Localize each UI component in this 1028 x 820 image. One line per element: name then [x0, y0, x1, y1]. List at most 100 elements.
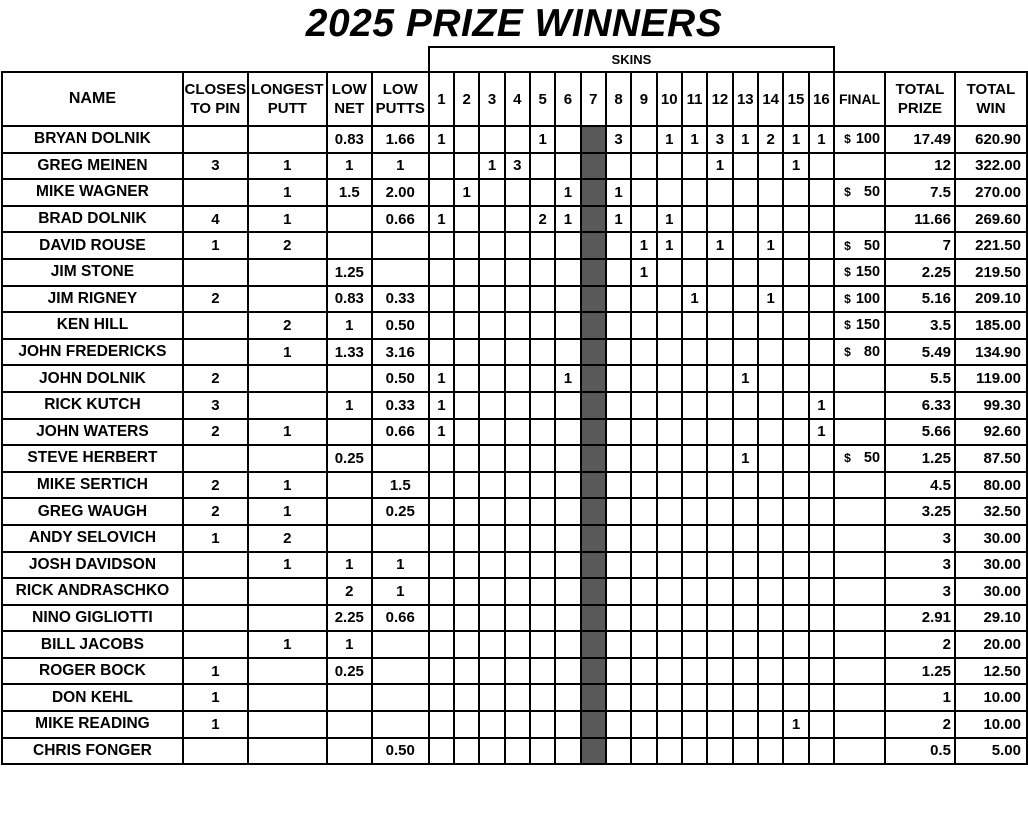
low-net-cell: 0.83	[325, 125, 373, 154]
closes-to-pin-cell: 1	[181, 231, 249, 260]
low-net-cell	[325, 683, 373, 713]
total-win-cell: 269.60	[953, 204, 1028, 234]
skin-10-cell	[655, 736, 683, 766]
final-cell: $50	[833, 178, 887, 207]
skin-16-cell	[807, 523, 836, 553]
skin-13-cell	[731, 151, 759, 181]
skin-7-cell	[579, 710, 607, 739]
longest-putt-cell: 2	[246, 523, 328, 553]
skin-14-cell	[756, 257, 785, 287]
skin-10-cell	[655, 497, 683, 526]
skin-1-cell	[427, 178, 456, 207]
skins-column-header-2: 2	[453, 71, 481, 127]
skin-10-cell	[655, 603, 683, 633]
skin-3-cell	[478, 444, 506, 473]
player-name-cell: MIKE WAGNER	[1, 178, 184, 207]
skin-8-cell	[604, 390, 633, 420]
skin-6-cell	[554, 444, 582, 473]
skin-13-cell	[731, 550, 759, 580]
skin-15-cell	[782, 470, 810, 500]
total-win-cell: 80.00	[953, 470, 1028, 500]
skin-15-cell: 1	[782, 125, 810, 154]
skin-8-cell	[604, 417, 633, 447]
low-net-cell: 1	[325, 550, 373, 580]
low-putts-cell	[370, 683, 430, 713]
skin-7-cell	[579, 125, 607, 154]
skin-11-cell	[680, 523, 709, 553]
skin-16-cell	[807, 204, 836, 234]
skins-column-header-1: 1	[427, 71, 456, 127]
skin-5-cell	[528, 231, 557, 260]
final-value: 50	[863, 184, 881, 201]
skin-9-cell	[630, 204, 658, 234]
skin-12-cell	[706, 603, 734, 633]
total-prize-cell: 3	[884, 577, 956, 606]
skin-5-cell	[528, 603, 557, 633]
skin-4-cell	[503, 630, 532, 659]
skin-2-cell	[453, 257, 481, 287]
longest-putt-cell: 1	[246, 178, 328, 207]
skin-7-cell	[579, 284, 607, 314]
skin-3-cell	[478, 470, 506, 500]
total-win-cell: 221.50	[953, 231, 1028, 260]
skin-16-cell	[807, 178, 836, 207]
player-name-cell: MIKE SERTICH	[1, 470, 184, 500]
low-net-cell	[325, 470, 373, 500]
skin-1-cell	[427, 444, 456, 473]
skin-7-cell	[579, 470, 607, 500]
skin-3-cell	[478, 125, 506, 154]
skin-13-cell: 1	[731, 125, 759, 154]
skin-3-cell	[478, 656, 506, 686]
skin-12-cell	[706, 204, 734, 234]
final-value: 50	[863, 237, 881, 254]
total-prize-cell: 0.5	[884, 736, 956, 766]
skin-8-cell	[604, 364, 633, 393]
page-title: 2025 PRIZE WINNERS	[305, 2, 723, 45]
skin-15-cell	[782, 683, 810, 713]
skin-6-cell	[554, 497, 582, 526]
skin-13-cell	[731, 417, 759, 447]
closes-to-pin-cell: 2	[181, 364, 249, 393]
skin-10-cell: 1	[655, 125, 683, 154]
skin-3-cell	[478, 630, 506, 659]
skin-3-cell	[478, 390, 506, 420]
skin-16-cell: 1	[807, 417, 836, 447]
skin-2-cell	[453, 311, 481, 340]
skin-6-cell	[554, 736, 582, 766]
player-name-cell: JIM STONE	[1, 257, 184, 287]
skin-9-cell: 1	[630, 257, 658, 287]
skin-15-cell	[782, 311, 810, 340]
longest-putt-cell	[246, 390, 328, 420]
skin-10-cell	[655, 523, 683, 553]
closes-to-pin-cell	[181, 577, 249, 606]
table-row: MIKE READING 1 1 2 10.00	[1, 710, 1028, 739]
skin-15-cell	[782, 630, 810, 659]
skin-7-cell	[579, 497, 607, 526]
player-name-cell: JOHN WATERS	[1, 417, 184, 447]
skin-1-cell	[427, 311, 456, 340]
skin-4-cell	[503, 178, 532, 207]
skin-12-cell	[706, 470, 734, 500]
skin-4-cell	[503, 125, 532, 154]
player-name-cell: STEVE HERBERT	[1, 444, 184, 473]
player-name-cell: DON KEHL	[1, 683, 184, 713]
player-name-cell: NINO GIGLIOTTI	[1, 603, 184, 633]
total-win-cell: 134.90	[953, 337, 1028, 367]
skin-12-cell	[706, 550, 734, 580]
skin-8-cell	[604, 523, 633, 553]
skin-3-cell	[478, 497, 506, 526]
final-cell: $50	[833, 231, 887, 260]
final-cell	[833, 470, 887, 500]
player-name-cell: JIM RIGNEY	[1, 284, 184, 314]
skin-14-cell	[756, 577, 785, 606]
table-row: JOHN FREDERICKS 1 1.33 3.16 $80 5.49 134.90	[1, 337, 1028, 367]
skin-1-cell	[427, 231, 456, 260]
skin-3-cell	[478, 550, 506, 580]
skin-6-cell	[554, 683, 582, 713]
total-prize-cell: 1.25	[884, 444, 956, 473]
skin-16-cell: 1	[807, 125, 836, 154]
longest-putt-cell	[246, 656, 328, 686]
skin-1-cell	[427, 257, 456, 287]
low-net-cell	[325, 417, 373, 447]
skin-11-cell	[680, 603, 709, 633]
